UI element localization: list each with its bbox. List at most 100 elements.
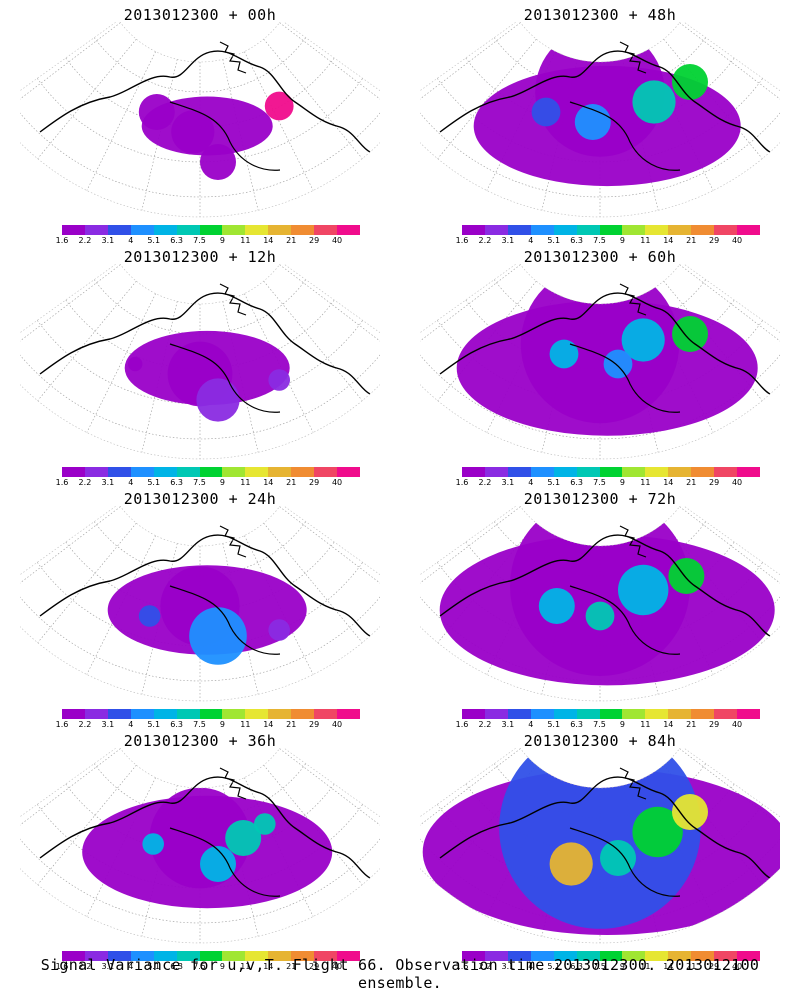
colorbar-swatch [62,951,85,961]
colorbar-swatch [576,225,600,235]
colorbar-tick-label: 4 [528,962,534,971]
colorbar-swatch [62,709,85,719]
colorbar-tick-label: 2.2 [478,478,492,487]
variance-blob [549,842,593,886]
map-boundary [20,22,380,218]
coastline [569,41,681,171]
colorbar-swatch [84,951,108,961]
colorbar-tick-label: 11 [240,720,251,729]
colorbar-tick-label: 1.6 [455,236,469,245]
colorbar-tick-label: 40 [331,962,343,971]
variance-blob [268,619,290,641]
map-plot [420,506,780,702]
colorbar-tick-label: 4 [128,478,134,487]
colorbar-tick-label: 4 [128,720,134,729]
panel-title: 2013012300 + 72h [523,490,677,508]
colorbar-swatch [737,467,760,477]
variance-blob [531,97,561,127]
map-panel: 2013012300 + 48h 1.6 2.2 3.1 4 5.1 6.3 7.5 9 11 14… [400,0,800,250]
colorbar-swatch [553,709,577,719]
map-boundary [20,506,380,702]
colorbar-tick-label: 6.3 [170,962,183,971]
colorbar-swatch [462,467,485,477]
colorbar-tick-label: 29 [309,962,320,971]
colorbar-labels: 1.6 2.2 3.1 4 5.1 6.3 7.5 9 11 14 21 29 40 [456,478,760,490]
colorbar-swatch [484,467,508,477]
colorbar-tick-label: 5.1 [147,720,161,729]
variance-field [82,787,333,909]
colorbar-tick-label: 29 [309,720,320,729]
colorbar-tick-label: 9 [219,962,225,971]
colorbar-swatch [337,225,360,235]
colorbar-swatch [622,467,646,477]
colorbar-swatch [268,951,292,961]
colorbar-swatch [507,709,531,719]
colorbar-tick-label: 7.5 [193,478,206,487]
variance-field [138,91,294,180]
colorbar-tick-label: 5.1 [547,236,561,245]
colorbar-tick-label: 40 [731,962,743,971]
colorbar-swatch [507,467,531,477]
colorbar-tick-label: 21 [686,962,697,971]
colorbar-swatch [62,225,85,235]
colorbar-swatch [507,225,531,235]
variance-blob [538,588,575,624]
colorbar-swatch [314,951,338,961]
panel-title: 2013012300 + 84h [523,732,677,750]
colorbar-swatch [714,467,738,477]
colorbar-swatch [245,467,269,477]
colorbar-tick-label: 3.1 [501,962,515,971]
colorbar-tick-label: 6.3 [570,720,583,729]
colorbar-swatch [222,467,246,477]
colorbar-swatch [84,709,108,719]
variance-blob [621,318,665,362]
colorbar-swatch [314,225,338,235]
colorbar-swatch [222,225,246,235]
colorbar-tick-label: 7.5 [593,478,606,487]
colorbar-swatch [599,951,623,961]
colorbar-swatch [291,467,315,477]
variance-blob [600,840,636,876]
colorbar-tick-label: 5.1 [547,720,561,729]
colorbar-tick-label: 6.3 [170,720,183,729]
colorbar-tick-label: 1.6 [55,236,69,245]
colorbar-swatch [714,709,738,719]
colorbar-swatch [314,709,338,719]
map-boundary [420,22,780,218]
colorbar-tick-label: 21 [686,236,697,245]
colorbar-tick-label: 1.6 [455,962,469,971]
colorbar [62,467,360,477]
colorbar-tick-label: 2.2 [78,962,92,971]
colorbar-swatch [153,709,177,719]
colorbar-swatch [62,467,85,477]
colorbar-tick-label: 21 [286,478,297,487]
colorbar-swatch [84,225,108,235]
map-plot [420,748,780,944]
colorbar-swatch [291,225,315,235]
variance-blob [672,794,708,830]
colorbar-swatch [199,709,223,719]
panel-title: 2013012300 + 60h [523,248,677,266]
colorbar-tick-label: 9 [219,236,225,245]
map-panel: 2013012300 + 72h 1.6 2.2 3.1 4 5.1 6.3 7.5 9 11 14… [400,484,800,734]
coastline [169,767,281,897]
map-plot [20,506,380,702]
colorbar-swatch [484,225,508,235]
colorbar-tick-label: 14 [663,236,674,245]
colorbar-swatch [484,951,508,961]
colorbar-swatch [199,467,223,477]
colorbar-tick-label: 5.1 [147,478,161,487]
colorbar-swatch [314,467,338,477]
colorbar-swatch [530,951,554,961]
colorbar-swatch [553,951,577,961]
colorbar-tick-label: 3.1 [101,236,115,245]
colorbar-tick-label: 29 [709,720,720,729]
colorbar-tick-label: 6.3 [170,236,183,245]
colorbar-swatch [107,709,131,719]
variance-blob [499,748,701,929]
map-boundary [20,264,380,460]
variance-field [473,27,741,187]
colorbar-swatch [291,709,315,719]
map-panel: 2013012300 + 60h 1.6 2.2 3.1 4 5.1 6.3 7.5 9 11 14… [400,242,800,492]
colorbar-swatch [268,467,292,477]
